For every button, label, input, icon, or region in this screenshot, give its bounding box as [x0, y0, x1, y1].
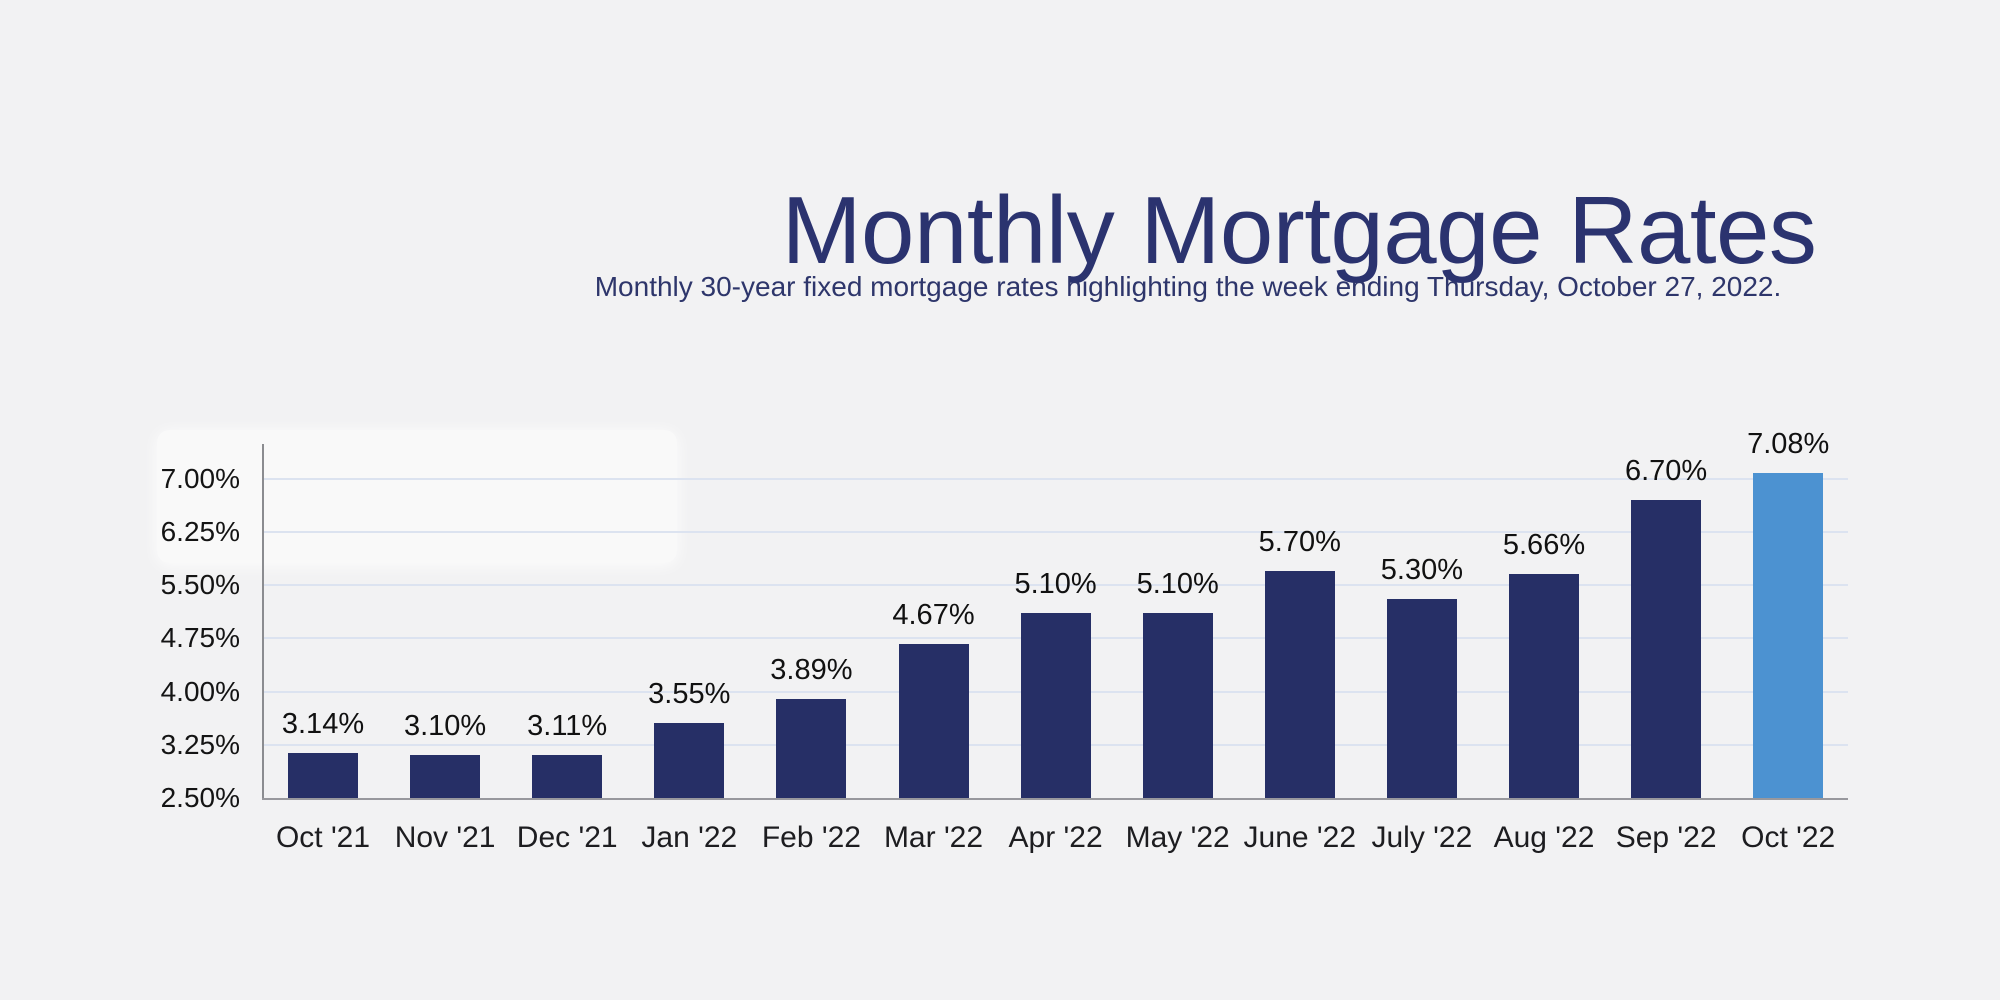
x-axis-label: Apr '22 — [1008, 821, 1103, 854]
y-axis-tick-label: 2.50% — [160, 782, 240, 813]
x-axis-label: Sep '22 — [1615, 821, 1717, 854]
bar-value-label: 5.66% — [1502, 528, 1586, 561]
page-title: Monthly Mortgage Rates — [781, 177, 1817, 285]
x-axis-label: Nov '21 — [394, 821, 496, 854]
y-axis-tick-label: 4.00% — [160, 675, 240, 707]
y-axis-tick-label: 4.75% — [160, 622, 240, 654]
bar — [1753, 472, 1824, 798]
bar-value-label: 3.14% — [281, 707, 365, 740]
bar-value-label: 5.30% — [1380, 554, 1463, 587]
x-axis-label: Jan '22 — [641, 821, 738, 854]
bar — [1509, 573, 1579, 798]
x-axis-label: July '22 — [1371, 821, 1473, 854]
x-axis-line — [262, 798, 1848, 800]
x-axis-label: Aug '22 — [1493, 821, 1595, 854]
bar-value-label: 3.89% — [770, 654, 853, 687]
y-axis-tick-label: 5.50% — [160, 569, 240, 600]
y-axis-line — [262, 444, 264, 800]
x-axis-label: June '22 — [1243, 821, 1357, 854]
bar — [898, 643, 969, 798]
y-axis-tick-label: 3.25% — [160, 728, 240, 760]
bar — [532, 754, 603, 798]
gridline — [264, 477, 1848, 480]
x-axis-label: Oct '22 — [1741, 821, 1836, 854]
bar — [1264, 570, 1335, 798]
bar — [776, 699, 847, 798]
bar — [1142, 613, 1213, 798]
x-axis-label: May '22 — [1125, 821, 1230, 854]
bar — [1386, 599, 1457, 798]
bar-value-label: 5.10% — [1014, 568, 1097, 601]
bar-value-label: 4.67% — [892, 598, 975, 631]
bar-value-label: 3.10% — [403, 710, 487, 743]
bar-value-label: 5.70% — [1258, 525, 1341, 558]
y-axis-tick-label: 6.25% — [160, 515, 240, 547]
bar-value-label: 5.10% — [1136, 568, 1219, 601]
bar-value-label: 7.08% — [1747, 427, 1830, 460]
bar-value-label: 3.11% — [527, 709, 608, 742]
bar — [410, 755, 481, 798]
x-axis-label: Feb '22 — [761, 821, 861, 854]
bar — [1020, 613, 1091, 798]
page-subtitle: Monthly 30-year fixed mortgage rates hig… — [594, 271, 1782, 302]
y-axis-tick-label: 7.00% — [160, 462, 240, 494]
gridline — [264, 530, 1848, 533]
gridline — [264, 584, 1848, 586]
bar — [654, 723, 725, 798]
bar-value-label: 6.70% — [1624, 454, 1708, 487]
x-axis-label: Oct '21 — [275, 821, 371, 854]
bar-value-label: 3.55% — [648, 678, 731, 711]
x-axis-label: Mar '22 — [883, 821, 984, 854]
bar — [1631, 499, 1702, 798]
bar — [288, 752, 358, 798]
x-axis-label: Dec '21 — [516, 821, 618, 854]
background-glow-panel — [157, 430, 677, 563]
